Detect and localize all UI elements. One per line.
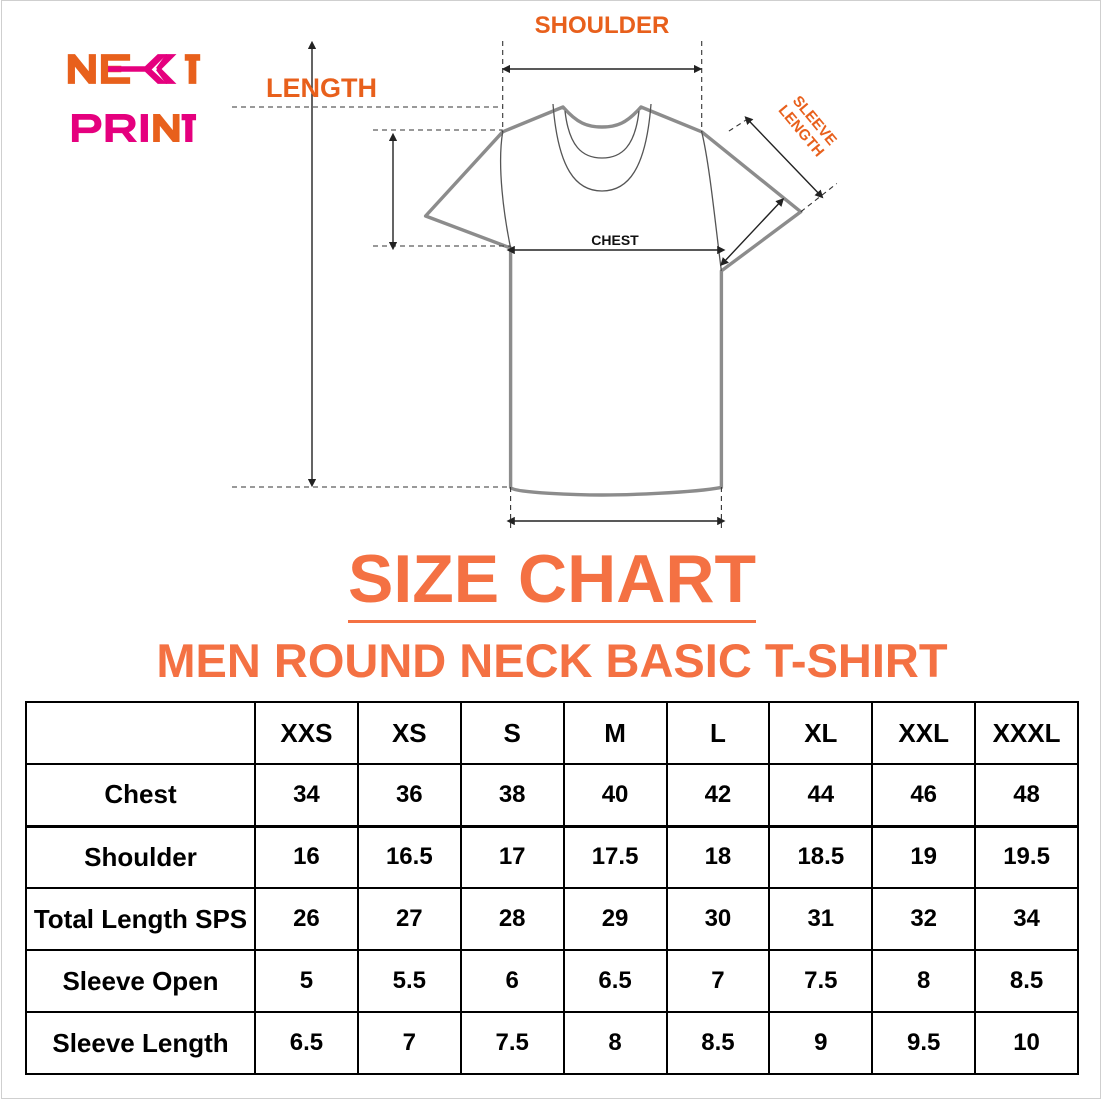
svg-text:LENGTH: LENGTH xyxy=(266,73,377,103)
svg-text:SHOULDER: SHOULDER xyxy=(535,12,670,39)
svg-text:CHEST: CHEST xyxy=(591,232,639,248)
